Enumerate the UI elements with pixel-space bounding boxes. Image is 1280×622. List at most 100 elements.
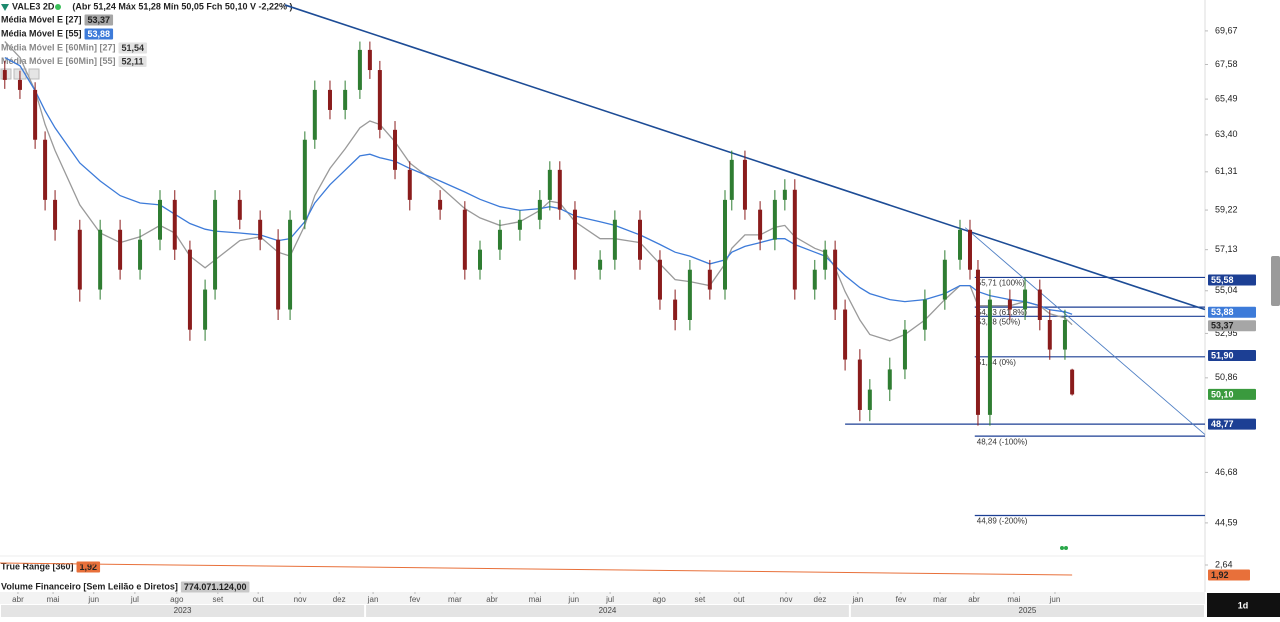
x-tick-label: set [695,595,706,604]
candle-body [393,129,398,170]
level-badge-bg [1208,274,1256,286]
candle-body [1070,369,1075,395]
candle-body [557,169,562,210]
legend-value: 51,54 [122,43,145,53]
candle-body [547,169,552,200]
level-badge-bg [1208,350,1256,362]
true-range-value: 1,92 [80,562,98,572]
timeframe[interactable]: 1d [1238,600,1249,610]
legend-entry[interactable]: Média Móvel E [60Min] [55] [1,56,116,66]
candle-body [77,229,82,290]
x-tick-label: mar [933,595,947,604]
signal-dot [1060,546,1064,550]
x-tick-label: mai [529,595,542,604]
x-tick-label: nov [294,595,307,604]
x-tick-label: jan [852,595,864,604]
candle-body [138,239,143,270]
x-tick-label: out [733,595,745,604]
symbol[interactable]: VALE3 2D [12,1,55,11]
x-tick-label: set [213,595,224,604]
y-tick-label: 67,58 [1215,59,1238,69]
legend-entry[interactable]: Média Móvel E [55] [1,28,82,38]
fib-label: 53,78 (50%) [977,317,1021,326]
trendline [964,227,1206,435]
candle-body [17,79,22,90]
ma-badge: 53,88 [1211,307,1234,317]
candle-body [1062,319,1067,350]
level-badge: 48,77 [1211,419,1234,429]
ma-badge-bg [1208,320,1256,332]
year-band [1,605,365,617]
true-range-line [0,562,1073,576]
candle-body [2,70,7,80]
candle-body [213,199,218,290]
candle-body [343,89,348,110]
legend-entry[interactable]: Média Móvel E [27] [1,14,82,24]
candle-body [922,299,927,330]
candle-body [497,229,502,250]
true-range-badge-bg [1208,569,1250,581]
level-badge: 51,90 [1211,350,1234,360]
candle-body [967,229,972,270]
fib-label: 54,23 (61,8%) [977,308,1028,317]
x-tick-label: jan [367,595,379,604]
price-badge: 50,10 [1211,389,1234,399]
candle-body [823,249,828,270]
candle-body [857,359,862,410]
signal-dot [1064,546,1068,550]
candle-body [975,269,980,415]
legend-value-bg [84,14,114,26]
candle-body [407,169,412,200]
candle-body [673,299,678,320]
legend-value: 52,11 [122,56,144,66]
y-tick-label: 44,59 [1215,517,1238,527]
candle-body [158,199,163,240]
candle-body [98,229,103,290]
candle-body [612,219,617,260]
candle-body [638,219,643,260]
ma-badge-bg [1208,306,1256,318]
true-range-label: True Range [360] [1,561,74,571]
candle-body [687,269,692,320]
tool-button[interactable] [28,68,40,80]
candle-body [958,229,963,260]
x-tick-label: abr [968,595,980,604]
legend-entry[interactable]: Média Móvel E [60Min] [27] [1,42,116,52]
legend-value-bg [84,28,114,40]
month-strip [0,592,1205,604]
candle-body [517,219,522,230]
candle-body [657,259,662,300]
volume-value-bg [180,581,250,593]
candle-body [367,49,372,71]
x-tick-label: mai [1007,595,1020,604]
x-tick-label: jul [605,595,614,604]
candle-body [327,89,332,110]
scrollbar[interactable] [1271,256,1280,306]
y-tick-label: 69,67 [1215,25,1238,35]
candle-body [707,269,712,290]
y-tick-label: 59,22 [1215,204,1238,214]
legend-value-bg [118,56,147,67]
fib-label: 51,84 (0%) [977,358,1016,367]
candle-body [118,229,123,270]
x-tick-label: jun [567,595,579,604]
x-tick-label: out [253,595,265,604]
candle-body [462,209,467,270]
x-tick-label: fev [410,595,421,604]
candle-body [258,219,263,240]
candle-body [1023,289,1028,310]
status-dot [55,4,61,10]
legend-value: 53,37 [88,15,111,25]
candle-body [203,289,208,330]
candle-body [1007,299,1012,310]
symbol-icon[interactable] [1,4,9,11]
candle-body [312,89,317,140]
candle-body [276,239,281,310]
candle-body [302,139,307,220]
timeframe-box[interactable] [1207,593,1280,617]
candle-body [792,189,797,290]
volume-value: 774.071.124,00 [184,582,247,592]
candle-body [987,299,992,415]
y-tick-label: 63,40 [1215,129,1238,139]
